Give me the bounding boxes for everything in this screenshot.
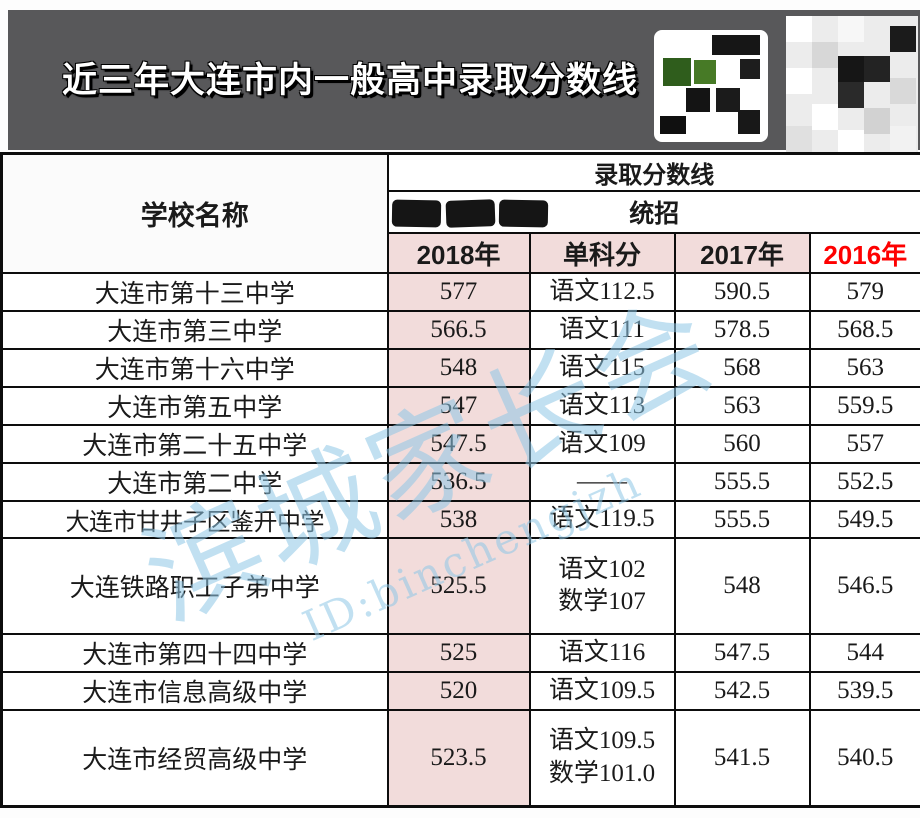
table-row: 大连市经贸高级中学 523.5 语文109.5 数学101.0 541.5 54… (0, 709, 920, 807)
table-row: 大连市第四十四中学 525 语文116 547.5 544 (0, 633, 920, 673)
censored-qr-block (654, 30, 768, 142)
score-2016-cell: 539.5 (808, 671, 920, 711)
subgroup-header-cell: 统招 (386, 190, 920, 234)
table-row: 大连铁路职工子弟中学 525.5 语文102 数学107 548 546.5 (0, 537, 920, 635)
table-row: 大连市甘井子区鉴开中学 538 语文119.5 555.5 549.5 (0, 500, 920, 539)
column-header-subject: 单科分 (528, 232, 676, 274)
subject-score-cell: 语文116 (528, 633, 676, 673)
school-name-cell: 大连市信息高级中学 (0, 671, 389, 711)
score-2017-cell: 590.5 (673, 272, 811, 312)
censored-pixel-block (786, 16, 918, 158)
score-2018-cell: 566.5 (386, 310, 531, 350)
column-header-2016: 2016年 (808, 232, 920, 274)
score-2016-cell: 552.5 (808, 462, 920, 502)
table-row: 大连市第三中学 566.5 语文111 578.5 568.5 (0, 310, 920, 350)
table-row: 大连市第二十五中学 547.5 语文109 560 557 (0, 424, 920, 464)
title-banner: 近三年大连市内一般高中录取分数线 (8, 10, 920, 158)
score-2016-cell: 579 (808, 272, 920, 312)
school-name-cell: 大连市第十六中学 (0, 348, 389, 388)
subject-score-cell: —— (528, 462, 676, 502)
score-2017-cell: 568 (673, 348, 811, 388)
score-2018-cell: 577 (386, 272, 531, 312)
subgroup-header-label: 统招 (629, 200, 680, 228)
score-2018-cell: 520 (386, 671, 531, 711)
subject-score-cell: 语文113 (528, 386, 676, 426)
school-name-cell: 大连市经贸高级中学 (0, 709, 389, 807)
table-row: 大连市第十三中学 577 语文112.5 590.5 579 (0, 272, 920, 312)
school-name-cell: 大连市甘井子区鉴开中学 (0, 500, 389, 539)
score-2017-cell: 541.5 (673, 709, 811, 807)
score-2017-cell: 548 (673, 537, 811, 635)
school-name-cell: 大连铁路职工子弟中学 (0, 537, 389, 635)
header-row-years: 2018年 单科分 2017年 2016年 (2, 232, 920, 274)
table-row: 大连市信息高级中学 520 语文109.5 542.5 539.5 (0, 671, 920, 711)
school-name-cell: 大连市第二十五中学 (0, 424, 389, 464)
score-2018-cell: 525.5 (386, 537, 531, 635)
school-name-cell: 大连市第二中学 (0, 462, 389, 502)
score-2016-cell: 557 (808, 424, 920, 464)
score-2016-cell: 544 (808, 633, 920, 673)
table-row: 大连市第十六中学 548 语文115 568 563 (0, 348, 920, 388)
score-2018-cell: 548 (386, 348, 531, 388)
subject-score-cell: 语文112.5 (528, 272, 676, 312)
score-table: 学校名称 录取分数线 统招 2018年 单科分 2017年 2016年 大连市第… (0, 152, 920, 808)
subject-score-cell: 语文115 (528, 348, 676, 388)
redaction-blob (445, 199, 495, 228)
subject-score-cell: 语文111 (528, 310, 676, 350)
redaction-blob (498, 199, 548, 228)
score-2016-cell: 559.5 (808, 386, 920, 426)
subject-score-cell: 语文119.5 (528, 500, 676, 539)
table-row: 大连市第二中学 536.5 —— 555.5 552.5 (0, 462, 920, 502)
score-2016-cell: 549.5 (808, 500, 920, 539)
school-name-cell: 大连市第四十四中学 (0, 633, 389, 673)
score-2017-cell: 542.5 (673, 671, 811, 711)
score-2018-cell: 525 (386, 633, 531, 673)
school-name-cell: 大连市第五中学 (0, 386, 389, 426)
score-2018-cell: 538 (386, 500, 531, 539)
header-row-group: 学校名称 录取分数线 (0, 152, 920, 274)
score-2016-cell: 546.5 (808, 537, 920, 635)
school-name-cell: 大连市第三中学 (0, 310, 389, 350)
score-2016-cell: 540.5 (808, 709, 920, 807)
score-2018-cell: 523.5 (386, 709, 531, 807)
score-2017-cell: 563 (673, 386, 811, 426)
subject-score-cell: 语文109 (528, 424, 676, 464)
header-row-subgroup: 统招 (2, 190, 920, 234)
score-2017-cell: 555.5 (673, 500, 811, 539)
page-title: 近三年大连市内一般高中录取分数线 (62, 61, 639, 100)
score-2018-cell: 547 (386, 386, 531, 426)
redaction-blob (391, 199, 441, 228)
school-column-header: 学校名称 (0, 152, 389, 274)
subject-score-cell: 语文109.5 数学101.0 (528, 709, 676, 807)
score-2017-cell: 547.5 (673, 633, 811, 673)
score-2018-cell: 536.5 (386, 462, 531, 502)
score-2018-cell: 547.5 (386, 424, 531, 464)
score-2017-cell: 555.5 (673, 462, 811, 502)
group-header: 录取分数线 (386, 152, 920, 192)
score-2016-cell: 568.5 (808, 310, 920, 350)
subject-score-cell: 语文102 数学107 (528, 537, 676, 635)
score-2017-cell: 578.5 (673, 310, 811, 350)
subject-score-cell: 语文109.5 (528, 671, 676, 711)
column-header-2018: 2018年 (386, 232, 531, 274)
score-2017-cell: 560 (673, 424, 811, 464)
column-header-2017: 2017年 (673, 232, 811, 274)
table-row: 大连市第五中学 547 语文113 563 559.5 (0, 386, 920, 426)
school-name-cell: 大连市第十三中学 (0, 272, 389, 312)
score-2016-cell: 563 (808, 348, 920, 388)
